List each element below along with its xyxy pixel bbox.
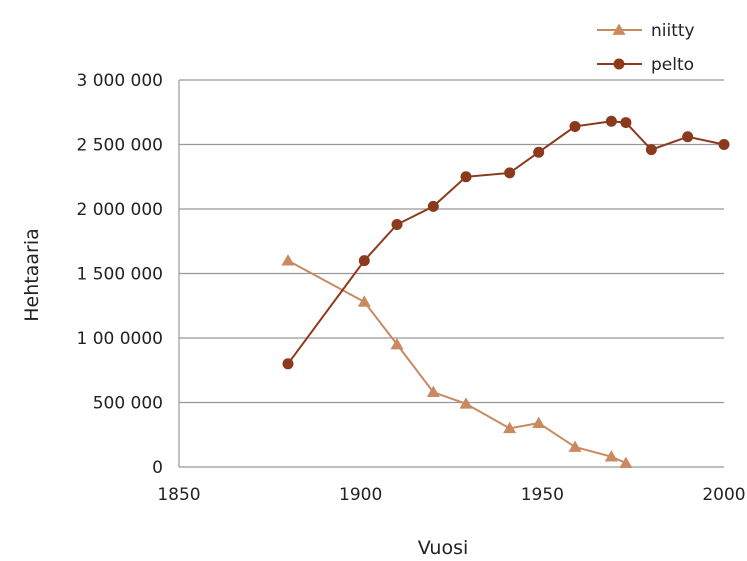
data-point-pelto	[533, 146, 545, 158]
data-point-pelto	[358, 255, 370, 267]
x-tick-label: 2000	[702, 485, 745, 505]
data-point-niitty	[357, 295, 371, 307]
x-tick-label: 1900	[339, 485, 382, 505]
series-pelto	[282, 115, 730, 370]
data-point-pelto	[718, 139, 730, 150]
x-axis-title: Vuosi	[418, 537, 469, 559]
y-tick-label: 1 500 000	[76, 265, 163, 285]
data-point-pelto	[427, 200, 439, 212]
data-point-pelto	[282, 358, 294, 370]
legend-item-niitty: niitty	[597, 21, 695, 41]
data-point-pelto	[391, 218, 403, 230]
data-point-pelto	[460, 171, 472, 183]
data-point-pelto	[569, 120, 581, 132]
y-tick-label: 2 500 000	[76, 136, 163, 156]
x-tick-label: 1950	[521, 485, 564, 505]
legend-marker	[613, 58, 625, 70]
legend-item-pelto: pelto	[597, 55, 694, 75]
data-point-niitty	[619, 456, 633, 469]
series-line-pelto	[287, 120, 725, 365]
data-point-niitty	[426, 385, 440, 398]
y-tick-label: 500 000	[93, 394, 163, 414]
data-point-pelto	[645, 144, 657, 156]
series-layer	[281, 115, 730, 469]
data-point-niitty	[459, 397, 473, 409]
legend: niitty pelto	[597, 21, 695, 75]
y-tick-label: 0	[152, 458, 163, 478]
data-point-pelto	[682, 131, 694, 143]
data-point-niitty	[568, 440, 582, 452]
data-point-niitty	[281, 254, 295, 266]
axis-layer: 0 500 000 1 00 0000 1 500 000 2 000 000 2 500…	[76, 71, 745, 505]
series-niitty	[281, 254, 633, 469]
legend-label: pelto	[651, 55, 694, 75]
series-line-niitty	[287, 259, 627, 465]
data-point-pelto	[620, 117, 632, 129]
y-tick-label: 3 000 000	[76, 71, 163, 91]
data-point-pelto	[504, 167, 516, 179]
legend-marker	[612, 23, 626, 35]
data-point-niitty	[532, 416, 546, 429]
data-point-niitty	[503, 421, 517, 434]
y-tick-label: 1 00 0000	[76, 329, 163, 349]
data-point-niitty	[604, 450, 618, 462]
legend-label: niitty	[651, 21, 695, 41]
data-point-pelto	[605, 115, 617, 127]
x-tick-label: 1850	[157, 485, 200, 505]
y-axis-title: Hehtaaria	[21, 228, 43, 322]
y-tick-label: 2 000 000	[76, 200, 163, 220]
grid-layer	[179, 79, 724, 468]
data-point-niitty	[390, 337, 404, 350]
